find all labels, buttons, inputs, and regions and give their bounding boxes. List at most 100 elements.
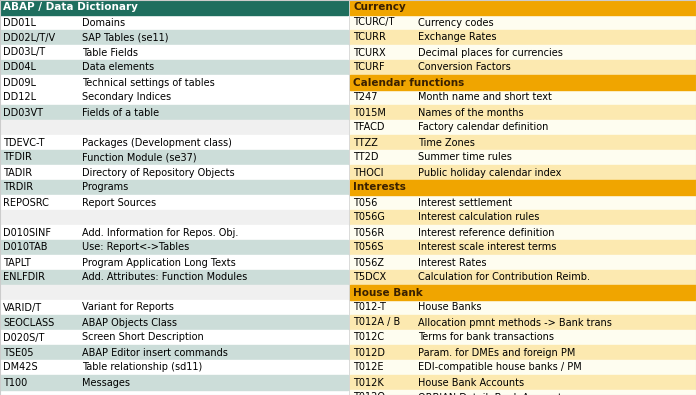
Bar [350, 390, 696, 395]
Text: D010SINF: D010SINF [3, 228, 51, 237]
Text: House Bank: House Bank [353, 288, 422, 297]
Bar [0, 105, 348, 120]
Text: DD09L: DD09L [3, 77, 36, 88]
Text: Currency codes: Currency codes [418, 17, 493, 28]
Text: TRDIR: TRDIR [3, 182, 33, 192]
Bar [350, 195, 696, 210]
Text: VARID/T: VARID/T [3, 303, 42, 312]
Bar [350, 60, 696, 75]
Bar [0, 210, 348, 225]
Text: TTZZ: TTZZ [353, 137, 378, 147]
Bar [0, 285, 348, 300]
Text: T5DCX: T5DCX [353, 273, 386, 282]
Text: THOCI: THOCI [353, 167, 383, 177]
Text: Interests: Interests [353, 182, 406, 192]
Bar [0, 330, 348, 345]
Bar [350, 315, 696, 330]
Text: T056: T056 [353, 198, 377, 207]
Text: T247: T247 [353, 92, 377, 102]
Bar [0, 15, 348, 30]
Text: House Bank Accounts: House Bank Accounts [418, 378, 524, 387]
Bar [0, 45, 348, 60]
Text: SEOCLASS: SEOCLASS [3, 318, 54, 327]
Bar [0, 0, 348, 15]
Text: T056S: T056S [353, 243, 383, 252]
Text: Packages (Development class): Packages (Development class) [82, 137, 232, 147]
Text: TCURX: TCURX [353, 47, 386, 58]
Bar [350, 360, 696, 375]
Text: DD01L: DD01L [3, 17, 36, 28]
Bar [0, 60, 348, 75]
Text: T100: T100 [3, 378, 27, 387]
Text: Interest calculation rules: Interest calculation rules [418, 213, 539, 222]
Text: TCURR: TCURR [353, 32, 386, 43]
Text: ABAP Objects Class: ABAP Objects Class [82, 318, 177, 327]
Text: Add. Attributes: Function Modules: Add. Attributes: Function Modules [82, 273, 247, 282]
Text: Time Zones: Time Zones [418, 137, 475, 147]
Text: TDEVC-T: TDEVC-T [3, 137, 45, 147]
Text: T012A / B: T012A / B [353, 318, 400, 327]
Text: TAPLT: TAPLT [3, 258, 31, 267]
Text: T056G: T056G [353, 213, 385, 222]
Text: Secondary Indices: Secondary Indices [82, 92, 171, 102]
Bar [350, 150, 696, 165]
Text: DD03L/T: DD03L/T [3, 47, 45, 58]
Text: Domains: Domains [82, 17, 125, 28]
Bar [350, 0, 696, 15]
Text: TCURC/T: TCURC/T [353, 17, 395, 28]
Text: Interest Rates: Interest Rates [418, 258, 487, 267]
Bar [0, 180, 348, 195]
Text: TFACD: TFACD [353, 122, 384, 132]
Bar [350, 255, 696, 270]
Text: Interest reference definition: Interest reference definition [418, 228, 555, 237]
Bar [0, 300, 348, 315]
Text: Technical settings of tables: Technical settings of tables [82, 77, 215, 88]
Text: Public holiday calendar index: Public holiday calendar index [418, 167, 562, 177]
Text: SAP Tables (se11): SAP Tables (se11) [82, 32, 168, 43]
Bar [350, 240, 696, 255]
Text: T012-T: T012-T [353, 303, 386, 312]
Text: DD03VT: DD03VT [3, 107, 43, 117]
Text: Programs: Programs [82, 182, 128, 192]
Bar [0, 345, 348, 360]
Text: Program Application Long Texts: Program Application Long Texts [82, 258, 236, 267]
Bar [0, 315, 348, 330]
Bar [350, 270, 696, 285]
Text: Directory of Repository Objects: Directory of Repository Objects [82, 167, 235, 177]
Text: Function Module (se37): Function Module (se37) [82, 152, 197, 162]
Text: T012C: T012C [353, 333, 384, 342]
Text: REPOSRC: REPOSRC [3, 198, 49, 207]
Bar [0, 225, 348, 240]
Text: T056R: T056R [353, 228, 384, 237]
Text: Screen Short Description: Screen Short Description [82, 333, 204, 342]
Bar [350, 135, 696, 150]
Text: Calendar functions: Calendar functions [353, 77, 464, 88]
Bar [350, 105, 696, 120]
Text: Conversion Factors: Conversion Factors [418, 62, 511, 73]
Text: House Banks: House Banks [418, 303, 482, 312]
Bar [0, 120, 348, 135]
Text: T012K: T012K [353, 378, 383, 387]
Text: TT2D: TT2D [353, 152, 379, 162]
Text: Use: Report<->Tables: Use: Report<->Tables [82, 243, 189, 252]
Text: Param. for DMEs and foreign PM: Param. for DMEs and foreign PM [418, 348, 576, 357]
Bar [350, 90, 696, 105]
Text: Factory calendar definition: Factory calendar definition [418, 122, 548, 132]
Bar [350, 180, 696, 195]
Text: D010TAB: D010TAB [3, 243, 47, 252]
Text: Fields of a table: Fields of a table [82, 107, 159, 117]
Text: T015M: T015M [353, 107, 386, 117]
Bar [350, 345, 696, 360]
Text: ORBIAN Detail: Bank Accounts, ...: ORBIAN Detail: Bank Accounts, ... [418, 393, 583, 395]
Text: T012D: T012D [353, 348, 385, 357]
Bar [350, 45, 696, 60]
Text: Currency: Currency [353, 2, 406, 13]
Text: Interest settlement: Interest settlement [418, 198, 512, 207]
Text: Names of the months: Names of the months [418, 107, 523, 117]
Text: ABAP Editor insert commands: ABAP Editor insert commands [82, 348, 228, 357]
Bar [350, 75, 696, 90]
Text: T056Z: T056Z [353, 258, 384, 267]
Bar [350, 210, 696, 225]
Text: T012E: T012E [353, 363, 383, 372]
Bar [0, 255, 348, 270]
